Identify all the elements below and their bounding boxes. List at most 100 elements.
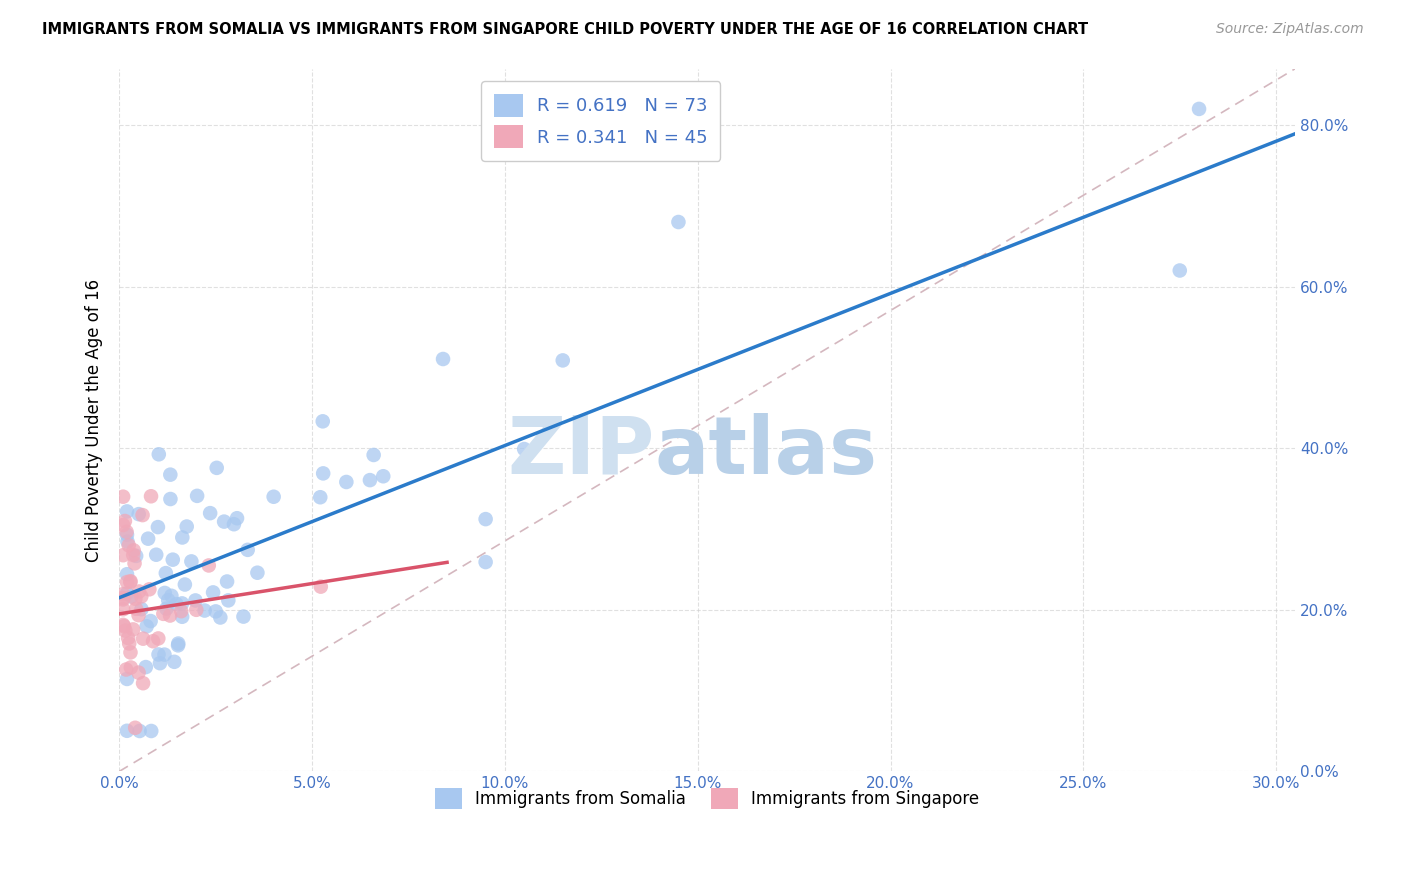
Point: [263, 490, 285, 504]
Point: [135, 660, 157, 674]
Point: [217, 593, 239, 607]
Point: [186, 489, 208, 503]
Legend: Immigrants from Somalia, Immigrants from Singapore: Immigrants from Somalia, Immigrants from…: [429, 781, 986, 816]
Point: [363, 448, 385, 462]
Text: Source: ZipAtlas.com: Source: ZipAtlas.com: [1216, 22, 1364, 37]
Point: [114, 624, 136, 638]
Point: [115, 504, 138, 518]
Point: [117, 631, 139, 645]
Point: [166, 597, 188, 611]
Point: [153, 586, 176, 600]
Y-axis label: Child Poverty Under the Age of 16: Child Poverty Under the Age of 16: [86, 278, 103, 561]
Point: [125, 549, 148, 563]
Point: [551, 353, 574, 368]
Point: [159, 491, 181, 506]
Point: [136, 532, 159, 546]
Point: [115, 527, 138, 541]
Point: [124, 557, 146, 571]
Point: [215, 574, 238, 589]
Point: [309, 580, 332, 594]
Point: [167, 636, 190, 650]
Point: [162, 552, 184, 566]
Point: [139, 489, 162, 503]
Point: [204, 604, 226, 618]
Point: [132, 676, 155, 690]
Point: [118, 538, 141, 552]
Point: [148, 632, 170, 646]
Point: [432, 351, 454, 366]
Point: [112, 591, 135, 605]
Point: [115, 524, 138, 539]
Point: [112, 490, 135, 504]
Point: [335, 475, 357, 489]
Point: [167, 638, 190, 652]
Point: [1188, 102, 1211, 116]
Point: [157, 593, 180, 607]
Point: [513, 442, 536, 456]
Point: [198, 506, 221, 520]
Point: [135, 619, 157, 633]
Point: [148, 648, 170, 662]
Point: [145, 548, 167, 562]
Point: [180, 554, 202, 568]
Point: [159, 467, 181, 482]
Point: [128, 665, 150, 680]
Point: [125, 602, 148, 616]
Point: [152, 607, 174, 621]
Text: ZIP: ZIP: [508, 413, 654, 491]
Point: [373, 469, 395, 483]
Point: [474, 512, 496, 526]
Point: [122, 543, 145, 558]
Point: [118, 636, 141, 650]
Point: [112, 618, 135, 632]
Point: [155, 566, 177, 580]
Text: IMMIGRANTS FROM SOMALIA VS IMMIGRANTS FROM SINGAPORE CHILD POVERTY UNDER THE AGE: IMMIGRANTS FROM SOMALIA VS IMMIGRANTS FR…: [42, 22, 1088, 37]
Point: [112, 592, 135, 607]
Point: [112, 619, 135, 633]
Point: [120, 590, 142, 604]
Point: [124, 721, 146, 735]
Point: [120, 574, 142, 589]
Point: [120, 645, 142, 659]
Point: [149, 656, 172, 670]
Point: [131, 602, 153, 616]
Point: [312, 467, 335, 481]
Point: [115, 672, 138, 686]
Point: [172, 609, 194, 624]
Point: [172, 531, 194, 545]
Point: [115, 575, 138, 590]
Point: [115, 586, 138, 600]
Point: [148, 447, 170, 461]
Point: [1168, 263, 1191, 277]
Point: [202, 585, 225, 599]
Point: [114, 514, 136, 528]
Point: [124, 591, 146, 606]
Point: [138, 582, 160, 597]
Point: [131, 508, 153, 522]
Point: [197, 558, 219, 573]
Point: [226, 511, 249, 525]
Point: [146, 520, 169, 534]
Text: atlas: atlas: [654, 413, 877, 491]
Point: [128, 723, 150, 738]
Point: [117, 534, 139, 549]
Point: [170, 604, 193, 618]
Point: [163, 655, 186, 669]
Point: [120, 660, 142, 674]
Point: [170, 596, 193, 610]
Point: [359, 473, 381, 487]
Point: [115, 567, 138, 582]
Point: [128, 584, 150, 599]
Point: [115, 723, 138, 738]
Point: [236, 542, 259, 557]
Point: [112, 587, 135, 601]
Point: [139, 614, 162, 628]
Point: [184, 593, 207, 607]
Point: [112, 602, 135, 616]
Point: [194, 603, 217, 617]
Point: [155, 601, 177, 615]
Point: [122, 548, 145, 562]
Point: [128, 507, 150, 521]
Point: [246, 566, 269, 580]
Point: [209, 610, 232, 624]
